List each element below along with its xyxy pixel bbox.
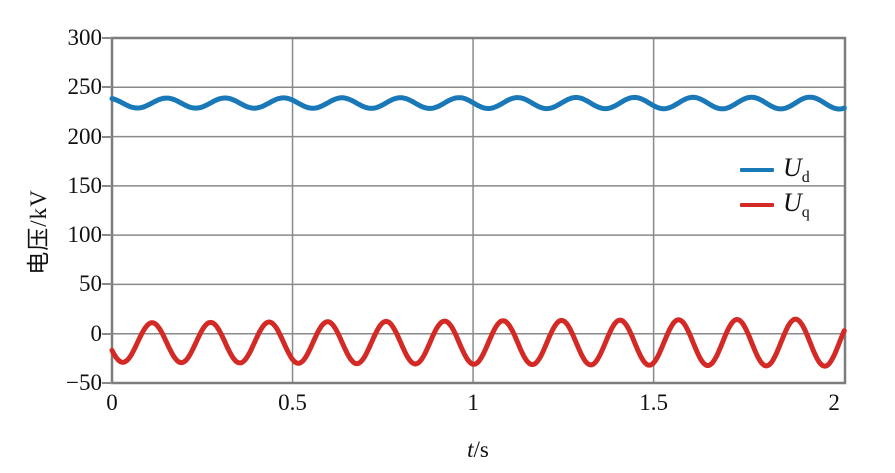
legend-label-ud-symbol: U — [783, 153, 802, 183]
x-axis-title: t/s — [428, 437, 528, 463]
y-tick-mark-50 — [102, 283, 112, 286]
x-tick-label-1: 1 — [467, 390, 479, 415]
legend-label-uq: Uq — [783, 188, 810, 221]
series-line-Uq — [109, 316, 847, 369]
legend-label-uq-symbol: U — [783, 188, 802, 218]
plot-area: Ud Uq — [109, 36, 847, 385]
legend-item-uq: Uq — [740, 187, 810, 222]
y-tick-mark-200 — [102, 135, 112, 138]
y-tick-label-200: 200 — [67, 123, 103, 149]
y-tick-mark--50 — [102, 382, 112, 384]
uq-line-swatch — [740, 202, 774, 207]
legend-label-uq-subscript: q — [801, 204, 810, 222]
ud-line-swatch — [740, 167, 774, 172]
legend-label-ud-subscript: d — [801, 169, 810, 187]
legend: Ud Uq — [740, 152, 810, 222]
x-axis-title-unit: /s — [473, 437, 489, 462]
plot-canvas — [109, 36, 847, 385]
y-tick-label-150: 150 — [67, 172, 103, 198]
y-tick-label-0: 0 — [90, 320, 103, 346]
x-tick-label-2: 2 — [828, 390, 840, 415]
legend-label-ud: Ud — [783, 153, 810, 186]
y-tick-label-300: 300 — [67, 25, 103, 50]
x-axis-title-variable: t — [467, 437, 474, 462]
legend-item-ud: Ud — [740, 152, 810, 187]
y-tick-mark-0 — [102, 332, 112, 335]
y-tick-label-100: 100 — [67, 222, 103, 248]
y-tick-mark-250 — [102, 86, 112, 89]
y-tick-mark-150 — [102, 184, 112, 187]
plot-border — [110, 36, 847, 385]
y-tick-mark-100 — [102, 234, 112, 237]
x-tick-label-0.5: 0.5 — [278, 390, 307, 415]
y-tick-label-250: 250 — [67, 74, 103, 100]
y-tick-mark-300 — [102, 37, 112, 39]
x-tick-label-1.5: 1.5 — [639, 390, 668, 415]
y-tick-label-50: 50 — [79, 271, 102, 297]
series-line-Ud — [109, 94, 847, 112]
x-tick-label-0: 0 — [106, 390, 118, 415]
y-tick-label--50: −50 — [66, 370, 102, 395]
y-axis-title: 电压/kV — [26, 189, 51, 275]
